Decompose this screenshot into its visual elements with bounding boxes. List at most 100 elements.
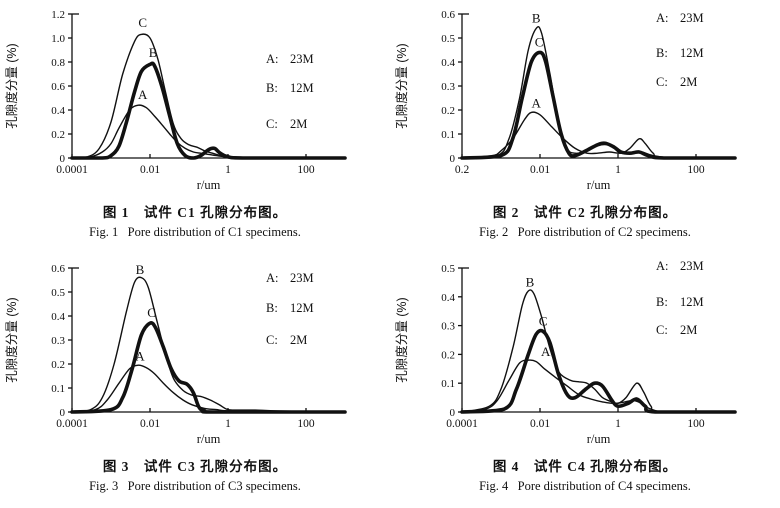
legend-value: 12M <box>290 301 314 315</box>
svg-text:0.4: 0.4 <box>441 292 455 304</box>
legend-key: A: <box>266 271 279 285</box>
svg-text:0.2: 0.2 <box>441 105 455 117</box>
chart-c3: 0 0.1 0.2 0.3 0.4 0.5 0.6 0.0001 0.01 1 100 r/um 孔隙度… <box>0 254 390 450</box>
legend-key: B: <box>266 81 278 95</box>
y-tick-labels: 0 0.1 0.2 0.3 0.4 0.5 <box>441 263 455 419</box>
svg-text:0.1: 0.1 <box>441 129 455 141</box>
figure-4: 0 0.1 0.2 0.3 0.4 0.5 0.0001 0.01 1 100 r/um 孔隙度分量 … <box>390 254 780 508</box>
legend-value: 23M <box>290 52 314 66</box>
x-tick-labels: 0.0001 0.01 1 100 <box>56 164 315 176</box>
caption-zh-2: 图 2 试件 C2 孔隙分布图。 <box>492 205 678 220</box>
svg-text:C: C <box>138 15 147 30</box>
x-axis-label: r/um <box>197 432 221 446</box>
svg-text:0.2: 0.2 <box>441 349 455 361</box>
figure-1: 0 0.2 0.4 0.6 0.8 1.0 1.2 0.0001 0.01 1 100 r/um 孔隙度… <box>0 0 390 254</box>
svg-text:0.4: 0.4 <box>441 57 455 69</box>
legend-key: C: <box>266 117 278 131</box>
y-tick-labels: 0 0.2 0.4 0.6 0.8 1.0 1.2 <box>51 9 65 165</box>
legend-value: 23M <box>680 11 704 25</box>
y-axis-label: 孔隙度分量 (%) <box>394 297 409 382</box>
caption-en-3: Fig. 3 Pore distribution of C3 specimens… <box>89 479 301 493</box>
series-A <box>71 364 346 413</box>
svg-text:0.01: 0.01 <box>140 164 160 176</box>
y-axis-label: 孔隙度分量 (%) <box>394 43 409 128</box>
svg-text:1: 1 <box>225 164 231 176</box>
series-letter-labels: BCA <box>526 275 551 359</box>
svg-text:0.5: 0.5 <box>441 33 455 45</box>
pore-distribution-chart: 0 0.1 0.2 0.3 0.4 0.5 0.6 0.0001 0.01 1 100 r/um 孔隙度… <box>4 262 347 446</box>
chart-c1: 0 0.2 0.4 0.6 0.8 1.0 1.2 0.0001 0.01 1 100 r/um 孔隙度… <box>0 0 390 196</box>
svg-text:B: B <box>532 10 541 25</box>
figure-2: 0 0.1 0.2 0.3 0.4 0.5 0.6 0.2 0.01 1 100 r/um 孔隙度分量 … <box>390 0 780 254</box>
caption-en-1: Fig. 1 Pore distribution of C1 specimens… <box>89 225 301 239</box>
svg-text:1.0: 1.0 <box>51 33 65 45</box>
svg-text:0.6: 0.6 <box>51 263 65 275</box>
y-axis-label: 孔隙度分量 (%) <box>4 297 19 382</box>
legend-key: B: <box>656 46 668 60</box>
svg-text:1: 1 <box>225 418 231 430</box>
legend-key: B: <box>656 295 668 309</box>
svg-text:0.3: 0.3 <box>51 335 65 347</box>
legend: A: 23M B: 12M C: 2M <box>656 259 704 337</box>
x-axis-label: r/um <box>587 432 611 446</box>
svg-text:0.01: 0.01 <box>530 418 550 430</box>
y-axis-label: 孔隙度分量 (%) <box>4 43 19 128</box>
svg-text:100: 100 <box>687 164 705 176</box>
series-letter-labels: B C A <box>135 262 156 363</box>
legend: A: 23M B: 12M C: 2M <box>656 11 704 89</box>
series-B <box>461 289 736 413</box>
svg-text:1: 1 <box>615 164 621 176</box>
series-B <box>70 61 347 160</box>
caption-en-2: Fig. 2 Pore distribution of C2 specimens… <box>479 225 691 239</box>
svg-text:0: 0 <box>450 407 456 419</box>
svg-text:C: C <box>539 314 548 329</box>
svg-text:0.2: 0.2 <box>51 129 65 141</box>
svg-text:0.6: 0.6 <box>441 9 455 21</box>
y-tick-labels: 0 0.1 0.2 0.3 0.4 0.5 0.6 <box>51 263 65 419</box>
legend-value: 2M <box>680 75 697 89</box>
x-tick-labels: 0.2 0.01 1 100 <box>455 164 705 176</box>
x-axis-label: r/um <box>587 178 611 192</box>
svg-text:100: 100 <box>297 418 315 430</box>
svg-text:A: A <box>135 348 145 363</box>
legend-key: C: <box>656 323 668 337</box>
legend-key: C: <box>266 333 278 347</box>
chart-c4: 0 0.1 0.2 0.3 0.4 0.5 0.0001 0.01 1 100 r/um 孔隙度分量 … <box>390 254 780 450</box>
series-letter-labels: BCA <box>532 10 544 110</box>
svg-text:0.2: 0.2 <box>455 164 470 176</box>
svg-text:0.4: 0.4 <box>51 311 65 323</box>
legend-value: 2M <box>290 333 307 347</box>
legend-value: 23M <box>290 271 314 285</box>
svg-text:A: A <box>138 87 148 102</box>
series-C <box>460 328 737 414</box>
legend-key: B: <box>266 301 278 315</box>
series-C <box>460 50 737 160</box>
svg-text:0: 0 <box>450 153 456 165</box>
legend-value: 12M <box>680 295 704 309</box>
series-A <box>461 359 736 413</box>
series-letter-labels: CB A <box>138 15 158 102</box>
svg-text:0.0001: 0.0001 <box>56 418 88 430</box>
svg-text:0.5: 0.5 <box>441 263 455 275</box>
legend-key: A: <box>656 11 669 25</box>
svg-text:C: C <box>147 305 156 320</box>
caption-zh-3: 图 3 试件 C3 孔隙分布图。 <box>102 459 288 474</box>
figure-3: 0 0.1 0.2 0.3 0.4 0.5 0.6 0.0001 0.01 1 100 r/um 孔隙度… <box>0 254 390 508</box>
x-tick-labels: 0.0001 0.01 1 100 <box>56 418 315 430</box>
pore-distribution-chart: 0 0.2 0.4 0.6 0.8 1.0 1.2 0.0001 0.01 1 100 r/um 孔隙度… <box>4 9 347 192</box>
svg-text:0.0001: 0.0001 <box>56 164 88 176</box>
svg-text:0.1: 0.1 <box>441 378 455 390</box>
legend-key: C: <box>656 75 668 89</box>
legend-key: A: <box>656 259 669 273</box>
legend: A: 23M B: 12M C: 2M <box>266 271 314 347</box>
legend-key: A: <box>266 52 279 66</box>
svg-text:0.6: 0.6 <box>51 81 65 93</box>
pore-distribution-chart: 0 0.1 0.2 0.3 0.4 0.5 0.6 0.2 0.01 1 100 r/um 孔隙度分量 … <box>394 9 737 192</box>
svg-text:B: B <box>136 262 145 277</box>
svg-text:0.01: 0.01 <box>530 164 550 176</box>
svg-text:0: 0 <box>60 407 66 419</box>
legend-value: 12M <box>290 81 314 95</box>
svg-text:0.1: 0.1 <box>51 383 65 395</box>
x-axis-label: r/um <box>197 178 221 192</box>
svg-text:B: B <box>149 45 158 60</box>
